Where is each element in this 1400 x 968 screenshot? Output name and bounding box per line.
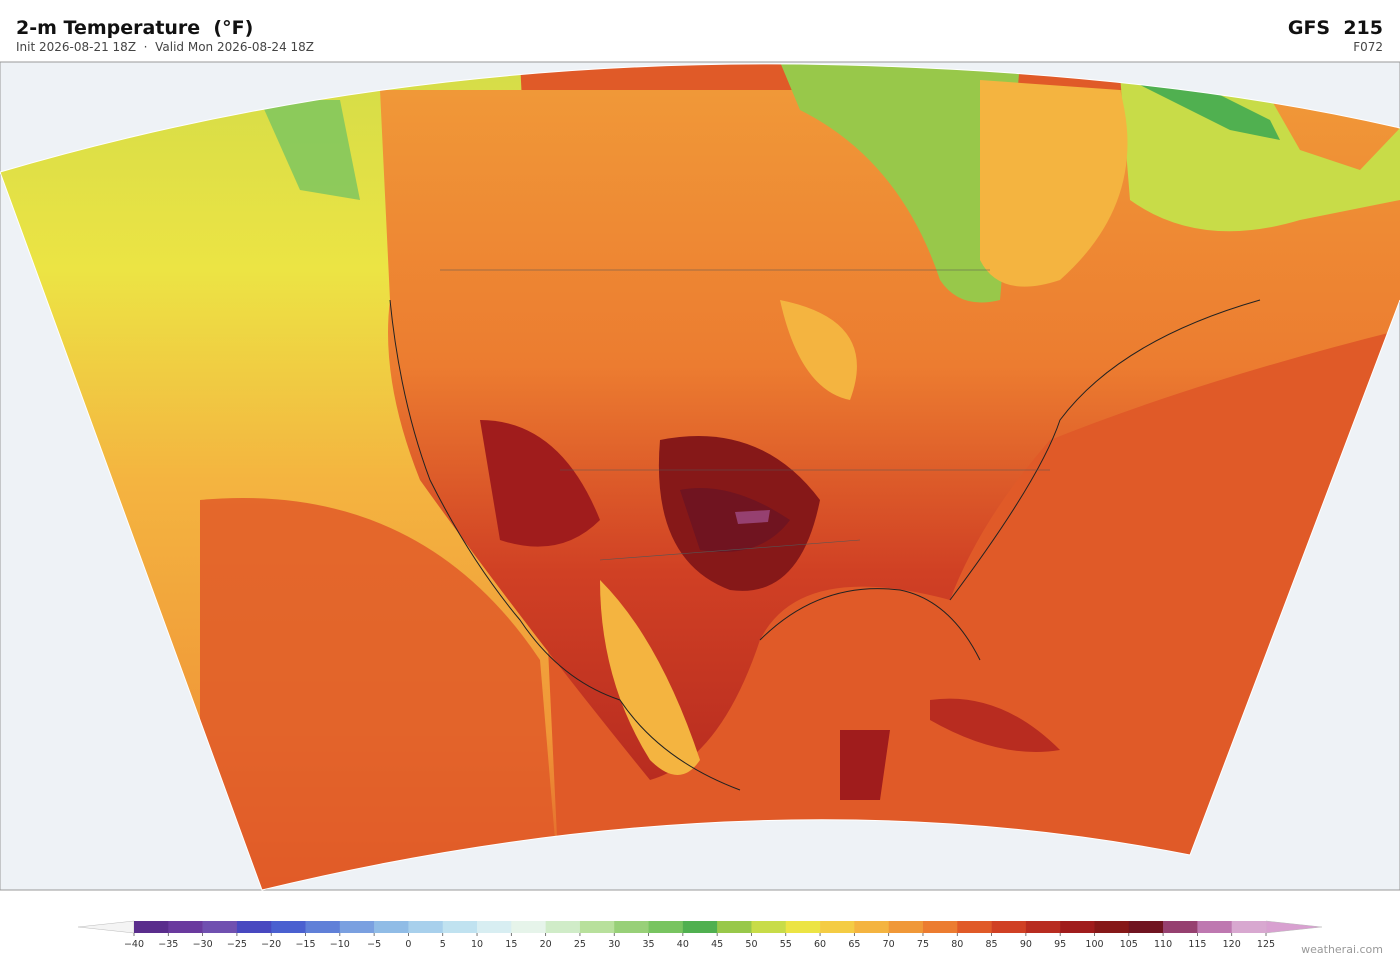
colorbar-tick-label: 85 xyxy=(986,939,998,950)
colorbar-bin xyxy=(374,921,409,933)
colorbar-tick-label: 120 xyxy=(1223,939,1241,950)
domain-edge xyxy=(0,63,1400,891)
colorbar-tick-label: −20 xyxy=(261,939,281,950)
colorbar-bin xyxy=(785,921,821,933)
colorbar-tick-label: −5 xyxy=(367,939,381,950)
colorbar-tick-label: 100 xyxy=(1085,939,1103,950)
colorbar-bin xyxy=(682,921,718,933)
colorbar-bin xyxy=(271,921,306,933)
colorbar-bin xyxy=(957,921,992,933)
colorbar-bin xyxy=(854,921,889,933)
colorbar-tick-label: −15 xyxy=(295,939,315,950)
colorbar-tick-label: 45 xyxy=(711,939,723,950)
colorbar-tick-label: 15 xyxy=(505,939,517,950)
colorbar-bin xyxy=(1163,921,1198,933)
colorbar-bin xyxy=(991,921,1027,933)
colorbar-tick-label: 95 xyxy=(1054,939,1066,950)
colorbar-bin xyxy=(511,921,546,933)
watermark: weatherai.com xyxy=(1301,943,1383,956)
colorbar-tick-label: 55 xyxy=(780,939,792,950)
colorbar-bin xyxy=(477,921,512,933)
colorbar-tick-label: 40 xyxy=(677,939,689,950)
colorbar-bin xyxy=(339,921,375,933)
colorbar-bin xyxy=(1128,921,1164,933)
colorbar-bin xyxy=(1060,921,1095,933)
colorbar-tick-label: −10 xyxy=(330,939,350,950)
colorbar-bin xyxy=(1094,921,1130,933)
model-label: GFS 215 xyxy=(1288,17,1383,39)
border-lines xyxy=(440,269,1050,561)
colorbar-bin xyxy=(648,921,684,933)
colorbar-bin xyxy=(1231,921,1267,933)
colorbar-under xyxy=(77,920,135,934)
colorbar-bin xyxy=(545,921,581,933)
colorbar-tick-label: −40 xyxy=(124,939,144,950)
map xyxy=(0,61,1400,891)
colorbar-bin xyxy=(408,921,444,933)
colorbar-tick-label: 115 xyxy=(1188,939,1206,950)
coastline xyxy=(389,299,1261,791)
colorbar-tick-label: 0 xyxy=(405,939,411,950)
colorbar-tick-label: 90 xyxy=(1020,939,1032,950)
colorbar-bin xyxy=(168,921,203,933)
colorbar-bin xyxy=(134,921,169,933)
colorbar-bin xyxy=(751,921,787,933)
colorbar-tick-label: 75 xyxy=(917,939,929,950)
temperature-field xyxy=(0,63,1400,891)
colorbar-bin xyxy=(305,921,341,933)
colorbar-tick-label: 20 xyxy=(540,939,552,950)
forecast-hour: F072 xyxy=(1353,40,1383,54)
colorbar-bin xyxy=(202,921,238,933)
colorbar-bin xyxy=(614,921,649,933)
colorbar-tick-label: 70 xyxy=(883,939,895,950)
colorbar-bin xyxy=(922,921,958,933)
colorbar-tick-label: 5 xyxy=(440,939,446,950)
colorbar-bin xyxy=(717,921,752,933)
colorbar-tick-label: 30 xyxy=(608,939,620,950)
colorbar-tick-label: 50 xyxy=(745,939,757,950)
colorbar-tick-label: 80 xyxy=(951,939,963,950)
colorbar-tick-label: 10 xyxy=(471,939,483,950)
colorbar-bin xyxy=(888,921,924,933)
colorbar-tick-label: 110 xyxy=(1154,939,1172,950)
colorbar-tick-label: 60 xyxy=(814,939,826,950)
title: 2-m Temperature (°F) xyxy=(16,17,253,39)
colorbar-over xyxy=(1265,920,1323,934)
colorbar-bin xyxy=(579,921,615,933)
colorbar-tick-label: 65 xyxy=(848,939,860,950)
colorbar-bin xyxy=(1197,921,1232,933)
colorbar-tick-label: 25 xyxy=(574,939,586,950)
colorbar-tick-label: 105 xyxy=(1120,939,1138,950)
colorbar-tick-label: −35 xyxy=(158,939,178,950)
subtitle: Init 2026-08-21 18Z · Valid Mon 2026-08-… xyxy=(16,40,314,54)
colorbar-tick-label: 35 xyxy=(642,939,654,950)
colorbar-bin xyxy=(442,921,478,933)
colorbar-tick-label: −25 xyxy=(227,939,247,950)
colorbar-bin xyxy=(1025,921,1061,933)
colorbar-bin xyxy=(236,921,272,933)
colorbar-tick-label: −30 xyxy=(193,939,213,950)
colorbar-bin xyxy=(820,921,855,933)
colorbar: −40 −35 −30 −25 −20 −15 −10 −5 0 5 10 15 20 25 30 35 40 4… xyxy=(77,920,1323,950)
colorbar-tick-label: 125 xyxy=(1257,939,1275,950)
